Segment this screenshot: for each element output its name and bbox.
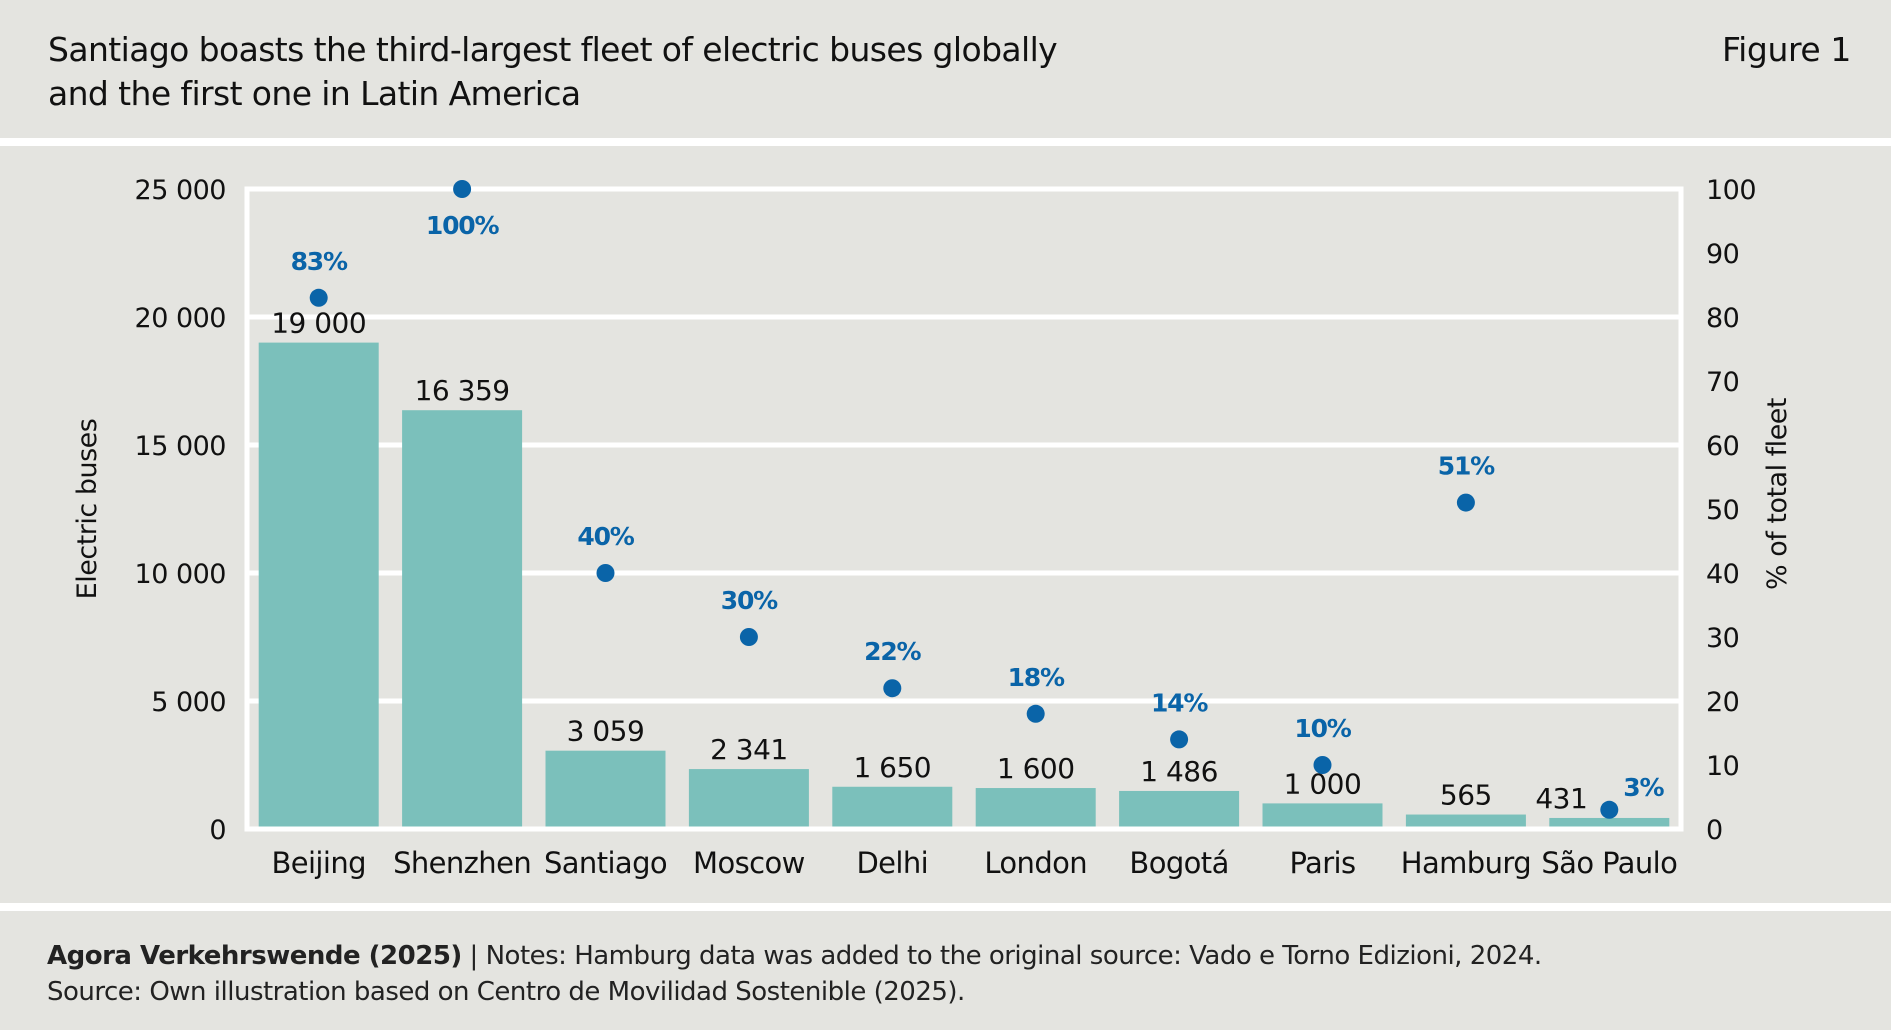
x-tick-label: São Paulo	[1541, 846, 1677, 880]
percent-label: 22%	[864, 637, 921, 666]
y2-tick-label: 40	[1706, 559, 1739, 590]
bar-value-label: 16 359	[415, 374, 510, 407]
y2-axis-title: % of total fleet	[1762, 398, 1793, 590]
percent-label: 14%	[1151, 688, 1208, 717]
x-tick-label: Hamburg	[1401, 846, 1531, 880]
chart-title-line-1: Santiago boasts the third-largest fleet …	[48, 30, 1058, 69]
bar	[545, 750, 666, 827]
labels: 0 5 000 10 000 15 000 20 000 25 000 0 10 20 30 40 5…	[72, 175, 1793, 880]
bar-value-label: 565	[1440, 779, 1492, 812]
header: Santiago boasts the third-largest fleet …	[0, 0, 1891, 138]
x-tick-label: Shenzhen	[393, 846, 531, 880]
y-tick-label: 5 000	[151, 687, 226, 718]
y-tick-label: 10 000	[135, 559, 226, 590]
bar-value-label: 431	[1535, 782, 1587, 815]
x-tick-label: Paris	[1289, 846, 1355, 880]
bar-value-label: 19 000	[271, 307, 366, 340]
footer-org: Agora Verkehrswende (2025)	[47, 941, 462, 971]
chart-title-line-2: and the first one in Latin America	[48, 74, 581, 113]
y2-tick-label: 80	[1706, 303, 1739, 334]
bar	[1262, 803, 1383, 827]
bar-value-label: 2 341	[710, 733, 788, 766]
footer-notes: | Notes: Hamburg data was added to the o…	[461, 941, 1543, 971]
y2-tick-label: 10	[1706, 751, 1739, 782]
percent-label: 30%	[721, 586, 778, 615]
footer-divider	[0, 903, 1891, 911]
percent-dot	[309, 288, 328, 307]
y-tick-label: 15 000	[135, 431, 226, 462]
bar	[688, 769, 809, 827]
x-tick-label: Bogotá	[1129, 846, 1228, 880]
chart-title: Santiago boasts the third-largest fleet …	[48, 28, 1248, 116]
y2-tick-label: 100	[1706, 175, 1756, 206]
figure-label: Figure 1	[1721, 30, 1851, 69]
bars	[258, 342, 1670, 827]
bar	[975, 788, 1096, 827]
y2-tick-label: 50	[1706, 495, 1739, 526]
y-axis-title: Electric buses	[72, 419, 103, 600]
x-tick-label: Moscow	[693, 846, 805, 880]
percent-label: 18%	[1008, 663, 1065, 692]
bar-value-label: 3 059	[567, 715, 645, 748]
percent-label: 40%	[577, 522, 634, 551]
percent-label: 3%	[1623, 773, 1664, 802]
bar-value-label: 1 600	[997, 752, 1075, 785]
percent-label: 51%	[1438, 452, 1495, 481]
footer-notes-line: Agora Verkehrswende (2025) | Notes: Hamb…	[47, 938, 1867, 974]
bar-value-label: 1 650	[853, 751, 931, 784]
y2-tick-label: 30	[1706, 623, 1739, 654]
percent-dot	[1456, 493, 1475, 512]
percent-dot	[596, 564, 615, 582]
y-tick-label: 25 000	[135, 175, 226, 206]
percent-dot	[453, 180, 472, 198]
bar	[1405, 814, 1526, 827]
x-tick-label: Beijing	[271, 846, 366, 880]
percent-label: 83%	[291, 247, 348, 276]
percent-dot	[1170, 730, 1189, 749]
y2-tick-label: 20	[1706, 687, 1739, 718]
y2-tick-label: 90	[1706, 239, 1739, 270]
y2-tick-label: 0	[1706, 815, 1723, 846]
x-tick-label: Santiago	[544, 846, 667, 880]
bar-value-label: 1 486	[1140, 755, 1218, 788]
footer-source: Source: Own illustration based on Centro…	[47, 977, 965, 1007]
percent-label: 100%	[426, 211, 500, 240]
percent-dot	[883, 679, 902, 698]
dots	[309, 180, 1619, 819]
y2-tick-label: 70	[1706, 367, 1739, 398]
y-tick-label: 20 000	[135, 303, 226, 334]
percent-dot	[1026, 704, 1045, 723]
y2-tick-label: 60	[1706, 431, 1739, 462]
y-tick-label: 0	[209, 815, 226, 846]
percent-dot	[739, 628, 758, 646]
percent-label: 10%	[1294, 714, 1351, 743]
bar	[1549, 817, 1670, 827]
bar	[1119, 790, 1240, 827]
percent-dot	[1600, 800, 1619, 819]
bar	[832, 786, 953, 827]
header-divider	[0, 138, 1891, 146]
x-tick-label: Delhi	[856, 846, 928, 880]
x-tick-label: London	[984, 846, 1087, 880]
axes	[244, 186, 1684, 832]
chart-area: 0 5 000 10 000 15 000 20 000 25 000 0 10 20 30 40 5…	[0, 146, 1891, 903]
percent-dot	[1313, 756, 1332, 774]
chart-svg: 0 5 000 10 000 15 000 20 000 25 000 0 10 20 30 40 5…	[72, 175, 1793, 880]
footer: Agora Verkehrswende (2025) | Notes: Hamb…	[47, 938, 1867, 1010]
bar	[402, 410, 523, 827]
bar	[258, 342, 379, 827]
